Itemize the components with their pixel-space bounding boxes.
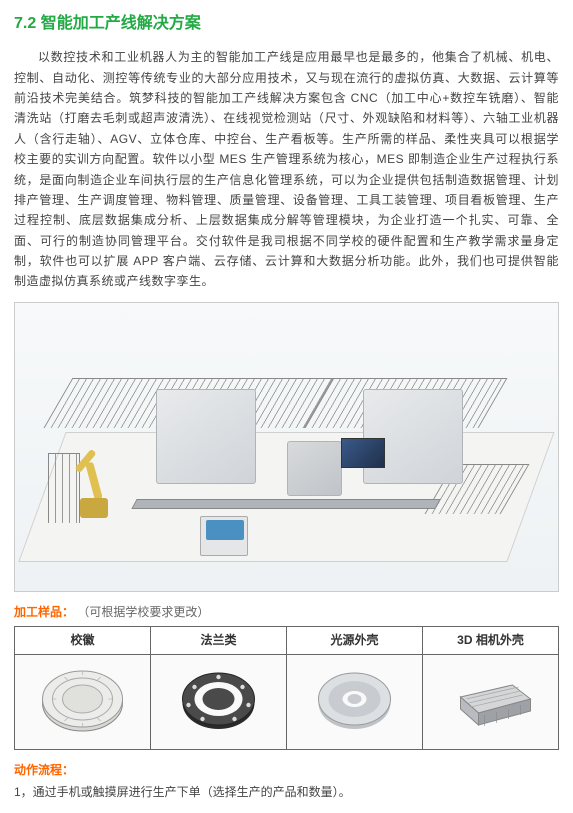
figure-cnc-machine: [156, 389, 256, 484]
sample-cell-badge: [15, 654, 151, 749]
camera-housing-icon: [427, 659, 554, 739]
samples-table: 校徽 法兰类 光源外壳 3D 相机外壳: [14, 626, 559, 750]
light-housing-icon: [291, 659, 418, 739]
samples-header-row: 加工样品： （可根据学校要求更改）: [14, 602, 559, 622]
flow-step-1: 1，通过手机或触摸屏进行生产下单（选择生产的产品和数量）。: [14, 782, 559, 802]
figure-cnc-machine: [363, 389, 463, 484]
badge-icon: [19, 659, 146, 739]
samples-label: 加工样品：: [14, 605, 74, 619]
samples-col-header: 光源外壳: [287, 627, 423, 654]
figure-robot-arm: [80, 458, 110, 518]
body-paragraph: 以数控技术和工业机器人为主的智能加工产线是应用最早也是最多的，他集合了机械、机电…: [14, 47, 559, 292]
figure-rail: [132, 499, 441, 509]
samples-note: （可根据学校要求更改）: [77, 605, 209, 619]
figure-display-panel: [341, 438, 385, 468]
samples-col-header: 校徽: [15, 627, 151, 654]
sample-cell-flange: [151, 654, 287, 749]
samples-col-header: 3D 相机外壳: [423, 627, 559, 654]
samples-col-header: 法兰类: [151, 627, 287, 654]
figure-fence: [48, 453, 81, 523]
section-number: 7.2: [14, 15, 36, 32]
sample-cell-camera-housing: [423, 654, 559, 749]
flow-label: 动作流程：: [14, 760, 559, 780]
section-title-text: 智能加工产线解决方案: [41, 15, 201, 32]
production-line-figure: [14, 302, 559, 592]
section-heading: 7.2 智能加工产线解决方案: [14, 10, 559, 37]
flange-icon: [155, 659, 282, 739]
figure-control-console: [200, 516, 248, 556]
figure-lathe-machine: [287, 441, 342, 496]
sample-cell-light-housing: [287, 654, 423, 749]
